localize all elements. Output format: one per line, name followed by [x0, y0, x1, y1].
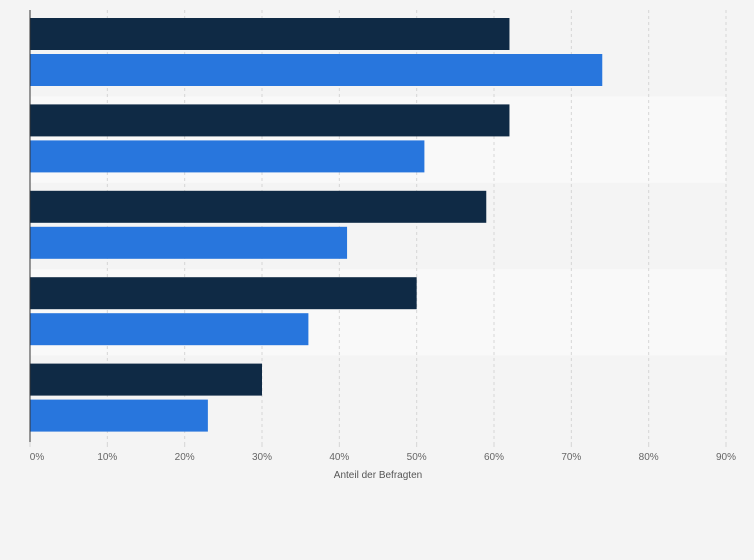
bars — [30, 18, 603, 432]
bar-cat5-series1 — [30, 363, 262, 396]
x-tick-label-2: 20% — [175, 452, 195, 463]
x-tick-labels: 0% 10% 20% 30% 40% 50% 60% 70% 80% 90% — [29, 442, 736, 463]
bar-cat5-series2 — [30, 399, 208, 432]
x-tick-label-1: 10% — [97, 452, 117, 463]
bar-cat1-series1 — [30, 18, 510, 50]
bar-cat3-series2 — [30, 226, 348, 259]
bar-cat4-series1 — [30, 277, 417, 310]
bar-cat1-series2 — [30, 54, 603, 86]
x-tick-label-5: 50% — [407, 452, 427, 463]
x-tick-label-9: 90% — [716, 452, 736, 463]
bar-cat2-series1 — [30, 104, 510, 137]
x-tick-label-3: 30% — [252, 452, 272, 463]
bar-cat4-series2 — [30, 313, 309, 346]
x-tick-label-8: 80% — [639, 452, 659, 463]
x-tick-label-7: 70% — [561, 452, 581, 463]
bar-cat2-series2 — [30, 140, 425, 173]
x-tick-label-0: 0% — [30, 452, 45, 463]
bar-cat3-series1 — [30, 190, 487, 223]
x-tick-label-4: 40% — [329, 452, 349, 463]
x-tick-label-6: 60% — [484, 452, 504, 463]
x-axis-title: Anteil der Befragten — [334, 470, 422, 481]
